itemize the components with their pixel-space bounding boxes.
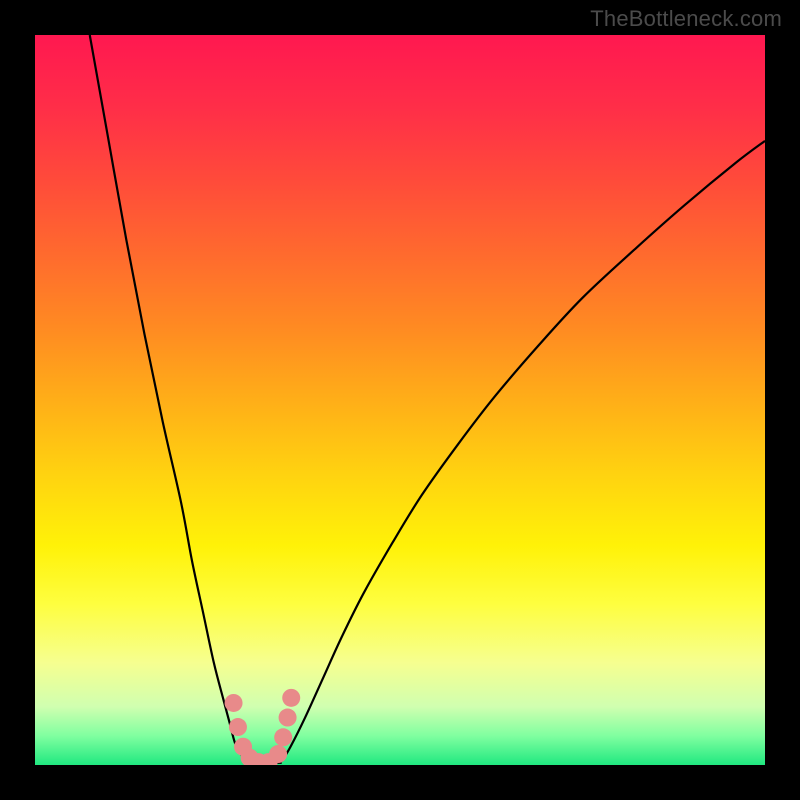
marker-point <box>279 709 297 727</box>
watermark-text: TheBottleneck.com <box>590 6 782 32</box>
marker-point <box>225 694 243 712</box>
marker-point <box>269 745 287 763</box>
marker-point <box>229 718 247 736</box>
marker-point <box>274 728 292 746</box>
plot-area <box>35 35 765 765</box>
bottleneck-curve <box>35 35 765 765</box>
marker-point <box>282 689 300 707</box>
